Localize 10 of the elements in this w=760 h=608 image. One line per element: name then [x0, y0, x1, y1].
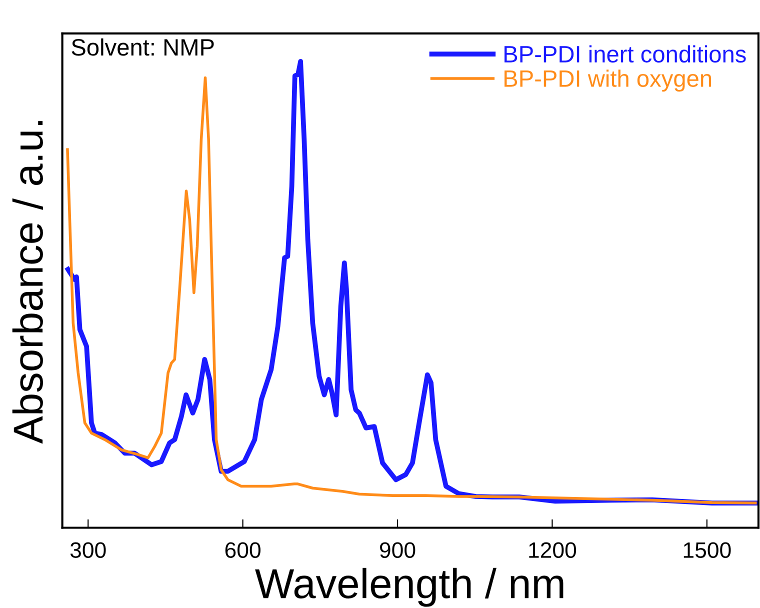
- x-tick-label: 300: [70, 542, 106, 558]
- x-axis-title: Wavelength / nm: [255, 568, 564, 607]
- x-tick-label: 600: [225, 542, 260, 558]
- x-tick-label: 1200: [529, 542, 576, 558]
- legend-label: BP-PDI with oxygen: [504, 70, 712, 92]
- y-axis-title: Absorbance / a.u.: [12, 121, 43, 444]
- legend-label: BP-PDI inert conditions: [504, 45, 746, 63]
- text: Solvent: NMP: [72, 38, 214, 56]
- x-tick-label: 900: [380, 542, 416, 558]
- x-tick-label: 1500: [684, 542, 731, 558]
